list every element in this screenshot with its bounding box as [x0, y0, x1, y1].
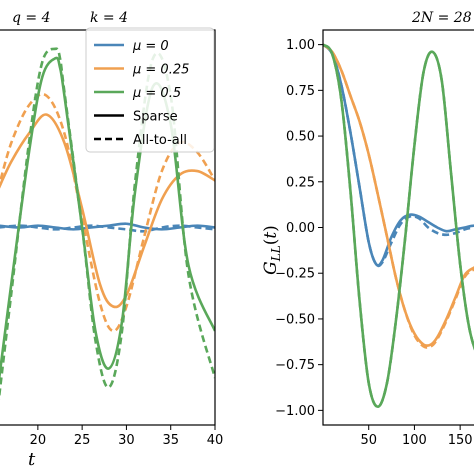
x-tick-label: 25 — [74, 433, 91, 448]
series-line-mu-025-all-to-all — [0, 92, 215, 333]
left-panel: q = 4 k = 4 20 25 30 35 40 t μ = 0μ = 0.25μ … — [0, 10, 223, 470]
left-x-ticks: 20 25 30 35 40 — [30, 425, 224, 448]
y-tick-label: −0.25 — [275, 267, 315, 282]
left-title-q: q = 4 — [12, 10, 51, 26]
x-tick-label: 100 — [402, 433, 427, 448]
legend: μ = 0 μ = 0.25 μ = 0.5 Sparse All-to-all — [85, 27, 215, 153]
x-tick-label: 150 — [448, 433, 473, 448]
right-y-label: GLL(t) — [261, 225, 283, 275]
legend-label: All-to-all — [133, 133, 187, 148]
legend-label: μ = 0 — [132, 39, 169, 54]
right-y-ticks: 1.00 0.75 0.50 0.25 0.00 −0.25 −0.50 −0.75 −1.00 — [275, 38, 323, 419]
y-tick-label: 0.75 — [286, 84, 315, 99]
legend-label: μ = 0.5 — [132, 86, 181, 101]
right-series-group — [323, 43, 474, 409]
x-tick-label: 20 — [30, 433, 47, 448]
series-line-mu-0-all-to-all — [323, 43, 474, 268]
series-line-mu-0-all-to-all — [0, 224, 215, 233]
y-tick-label: 0.50 — [286, 130, 315, 145]
y-tick-label: −0.50 — [275, 312, 315, 327]
y-tick-label: 0.00 — [286, 221, 315, 236]
right-x-ticks: 50 100 150 — [360, 425, 473, 448]
right-panel: 2N = 28 1.00 0.75 0.50 0.25 0.00 −0.25 −0.50 −0… — [261, 10, 474, 448]
x-tick-label: 35 — [162, 433, 179, 448]
x-tick-label: 30 — [118, 433, 135, 448]
legend-box — [85, 27, 215, 153]
y-tick-label: 0.25 — [286, 175, 315, 190]
legend-label: μ = 0.25 — [132, 63, 189, 78]
y-tick-label: −0.75 — [275, 358, 315, 373]
x-tick-label: 50 — [360, 433, 377, 448]
series-line-mu-05-all-to-all — [323, 43, 474, 409]
left-title-k: k = 4 — [90, 10, 128, 26]
series-line-mu-025-all-to-all — [323, 43, 474, 349]
y-tick-label: −1.00 — [275, 404, 315, 419]
series-line-mu-0-sparse — [323, 43, 474, 267]
x-tick-label: 40 — [207, 433, 224, 448]
left-x-label: t — [28, 449, 36, 470]
series-line-mu-0-sparse — [0, 222, 215, 231]
legend-label: Sparse — [133, 110, 178, 125]
right-title-2n: 2N = 28 — [411, 10, 472, 26]
y-tick-label: 1.00 — [286, 38, 315, 53]
series-line-mu-05-all-to-all — [0, 47, 215, 401]
